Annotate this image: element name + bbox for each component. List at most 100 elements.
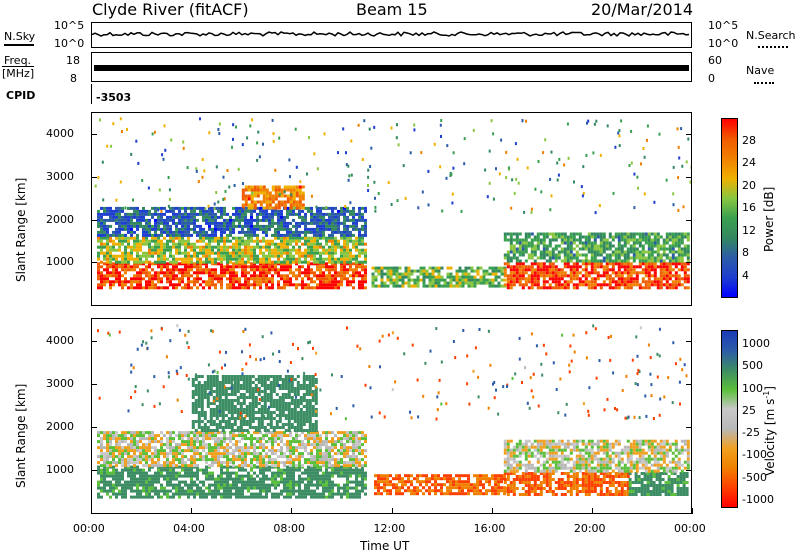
freq-label: Freq. xyxy=(4,54,32,67)
cpid-marker xyxy=(91,84,92,104)
data-band-0 xyxy=(97,262,367,290)
x-axis-label: Time UT xyxy=(360,539,410,553)
nsky-panel xyxy=(91,22,692,48)
y-tick-mark-right-1000 xyxy=(686,262,692,264)
power-ylabel: Slant Range [km] xyxy=(14,177,28,282)
velocity-cbar-tick-6: -500 xyxy=(742,470,767,484)
nsky-tick-top: 10^5 xyxy=(54,19,85,32)
y-tick-label-3000: 3000 xyxy=(46,170,74,183)
velocity-cbar-tick-2: 100 xyxy=(742,381,763,395)
station-title: Clyde River (fitACF) xyxy=(92,0,249,19)
x-tick-mark-4 xyxy=(491,508,493,514)
x-tick-mark-0 xyxy=(91,508,92,514)
data-band-4 xyxy=(503,472,630,496)
power-cbar-tick-24: 24 xyxy=(742,156,756,169)
velocity-cbar-tick-1: 500 xyxy=(742,359,763,373)
cpid-value: -3503 xyxy=(96,91,132,104)
power-colorbar-label: Power [dB] xyxy=(762,186,776,252)
velocity-ylabel: Slant Range [km] xyxy=(14,383,28,488)
power-cbar-tick-12: 12 xyxy=(742,223,756,237)
y-tick-mark-right-4000 xyxy=(686,134,692,136)
velocity-cbar-tick-4: -25 xyxy=(742,426,760,440)
power-colorbar xyxy=(721,118,738,298)
x-tick-label-6: 00:00 xyxy=(674,522,706,535)
y-tick-mark-4000 xyxy=(91,340,97,342)
velocity-heatmap xyxy=(97,324,690,499)
power-heatmap xyxy=(94,117,691,290)
x-tick-label-2: 08:00 xyxy=(273,522,306,535)
nsky-tick-bottom: 10^0 xyxy=(54,37,85,50)
nsky-trace xyxy=(92,31,690,37)
date-title: 20/Mar/2014 xyxy=(591,0,694,19)
nsearch-legend-line xyxy=(758,46,788,48)
y-tick-label-1000: 1000 xyxy=(46,255,74,269)
velocity-cbar-tick-5: -100 xyxy=(742,448,767,462)
x-tick-label-5: 20:00 xyxy=(573,522,606,535)
y-tick-mark-4000 xyxy=(91,134,97,136)
x-tick-mark-5 xyxy=(591,508,593,514)
y-tick-mark-right-2000 xyxy=(686,426,692,428)
nsearch-label: N.Search xyxy=(746,29,796,42)
power-cbar-tick-20: 20 xyxy=(742,178,756,192)
y-tick-mark-2000 xyxy=(91,219,97,221)
x-tick-mark-2 xyxy=(291,508,293,514)
data-band-6 xyxy=(503,439,690,473)
y-tick-mark-right-3000 xyxy=(686,177,692,178)
data-band-4 xyxy=(371,266,507,288)
y-tick-mark-right-1000 xyxy=(686,469,692,471)
nave-label: Nave xyxy=(746,64,775,77)
power-panel xyxy=(91,112,692,306)
data-band-5 xyxy=(503,262,690,290)
data-band-1 xyxy=(97,236,367,264)
data-band-2 xyxy=(97,206,367,237)
y-tick-mark-right-3000 xyxy=(686,383,692,385)
y-tick-label-3000: 3000 xyxy=(46,376,74,390)
scatter-points xyxy=(94,117,691,215)
data-band-0 xyxy=(97,465,367,499)
freq-trace xyxy=(94,65,689,71)
x-tick-label-1: 04:00 xyxy=(173,522,205,535)
data-band-3 xyxy=(241,185,305,210)
beam-title: Beam 15 xyxy=(356,0,428,19)
x-tick-label-0: 00:00 xyxy=(73,522,105,535)
x-tick-mark-3 xyxy=(391,508,393,514)
y-tick-mark-1000 xyxy=(91,469,97,471)
data-band-2 xyxy=(191,375,318,432)
power-cbar-tick-16: 16 xyxy=(742,201,756,214)
data-band-5 xyxy=(628,472,689,496)
x-tick-mark-1 xyxy=(191,508,193,514)
freq-tick-top: 18 xyxy=(66,54,80,67)
data-band-3 xyxy=(374,474,506,496)
y-tick-mark-right-2000 xyxy=(686,219,692,221)
data-band-6 xyxy=(503,232,690,263)
nsky-legend-line xyxy=(4,44,34,46)
y-tick-label-2000: 2000 xyxy=(46,212,74,226)
y-tick-mark-3000 xyxy=(91,383,97,385)
power-cbar-tick-8: 8 xyxy=(742,246,749,259)
y-tick-label-1000: 1000 xyxy=(46,462,74,476)
power-cbar-tick-4: 4 xyxy=(742,268,749,282)
nave-tick-top: 60 xyxy=(708,54,722,67)
scatter-points xyxy=(97,324,688,421)
nsearch-tick-top: 10^5 xyxy=(708,19,739,32)
velocity-cbar-tick-0: 1000 xyxy=(742,337,770,351)
y-tick-mark-right-4000 xyxy=(686,340,692,342)
velocity-cbar-tick-3: 25 xyxy=(742,403,756,417)
velocity-colorbar-label: Velocity [m s-1] xyxy=(762,386,777,476)
freq-tick-bottom: 8 xyxy=(70,72,77,85)
freq-unit-label: [MHz] xyxy=(2,66,35,80)
y-tick-label-4000: 4000 xyxy=(46,127,74,141)
x-tick-mark-6 xyxy=(692,508,693,514)
cpid-label: CPID xyxy=(6,89,36,102)
nave-tick-bottom: 0 xyxy=(708,72,715,85)
x-tick-label-4: 16:00 xyxy=(473,522,506,535)
nave-legend-line xyxy=(754,82,774,84)
velocity-panel xyxy=(91,318,692,514)
y-tick-label-2000: 2000 xyxy=(46,419,74,433)
y-tick-mark-3000 xyxy=(91,177,97,178)
velocity-colorbar xyxy=(721,330,738,508)
nsky-label: N.Sky xyxy=(4,30,36,43)
y-tick-mark-2000 xyxy=(91,426,97,428)
y-tick-label-4000: 4000 xyxy=(46,333,74,347)
freq-panel xyxy=(91,52,692,82)
